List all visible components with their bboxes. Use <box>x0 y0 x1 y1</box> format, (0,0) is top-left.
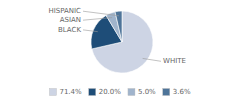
slice-label: BLACK <box>58 26 81 34</box>
legend: 71.4% 20.0% 5.0% 3.6% <box>49 88 190 96</box>
leader-line <box>143 58 161 61</box>
legend-label: 20.0% <box>99 88 122 96</box>
slice-label: HISPANIC <box>48 7 81 15</box>
legend-swatch <box>128 89 135 96</box>
legend-item: 5.0% <box>128 88 156 96</box>
pie-slice <box>92 11 153 73</box>
chart: HISPANICASIAN BLACK WHITE 71.4% 20.0% 5.0% 3.6… <box>0 0 240 100</box>
legend-swatch <box>89 89 96 96</box>
legend-swatch <box>49 89 56 96</box>
leader-line <box>83 30 98 32</box>
legend-swatch <box>163 89 170 96</box>
legend-label: 71.4% <box>59 88 82 96</box>
slice-label: WHITE <box>163 57 186 65</box>
slice-labels: HISPANICASIAN BLACK WHITE <box>48 7 185 65</box>
legend-item: 20.0% <box>89 88 122 96</box>
legend-item: 71.4% <box>49 88 82 96</box>
slice-label: ASIAN <box>60 16 81 24</box>
slices <box>91 11 153 73</box>
legend-item: 3.6% <box>163 88 191 96</box>
background <box>0 0 240 100</box>
legend-label: 3.6% <box>173 88 191 96</box>
leader-line <box>83 11 119 16</box>
pie-slice <box>106 12 122 42</box>
leader-line <box>83 18 112 21</box>
legend-label: 5.0% <box>138 88 156 96</box>
